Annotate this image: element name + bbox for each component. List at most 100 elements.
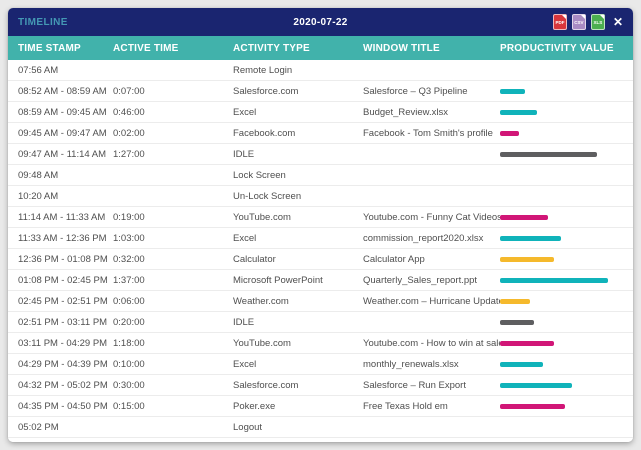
table-row: 04:29 PM - 04:39 PM 0:10:00 Excel monthl… <box>8 354 633 375</box>
window-title-cell: Facebook - Tom Smith's profile <box>363 127 493 139</box>
timestamp-cell: 08:52 AM - 08:59 AM <box>18 85 107 97</box>
timestamp-cell: 02:51 PM - 03:11 PM <box>18 316 108 328</box>
column-header-active-time: ACTIVE TIME <box>113 42 179 54</box>
productivity-cell <box>500 256 633 262</box>
active-time-cell: 0:07:00 <box>113 85 145 97</box>
productivity-cell <box>500 130 633 136</box>
titlebar-actions: PDF CSV XLS ✕ <box>552 14 623 30</box>
window-title-cell: Youtube.com - Funny Cat Videos <box>363 211 500 223</box>
table-row: 11:14 AM - 11:33 AM 0:19:00 YouTube.com … <box>8 207 633 228</box>
productivity-cell <box>500 403 633 409</box>
productivity-cell <box>500 151 633 157</box>
activity-type-cell: Remote Login <box>233 64 293 76</box>
active-time-cell: 0:32:00 <box>113 253 145 265</box>
timestamp-cell: 04:35 PM - 04:50 PM <box>18 400 108 412</box>
activity-type-cell: Excel <box>233 358 257 370</box>
productivity-bar <box>500 361 543 367</box>
activity-type-cell: Salesforce.com <box>233 379 299 391</box>
timestamp-cell: 01:08 PM - 02:45 PM <box>18 274 108 286</box>
table-row: 04:32 PM - 05:02 PM 0:30:00 Salesforce.c… <box>8 375 633 396</box>
activity-type-cell: Weather.com <box>233 295 289 307</box>
active-time-cell: 0:19:00 <box>113 211 145 223</box>
window-title-cell: commission_report2020.xlsx <box>363 232 484 244</box>
productivity-bar <box>500 298 530 304</box>
column-header-activity-type: ACTIVITY TYPE <box>233 42 310 54</box>
productivity-cell <box>500 298 633 304</box>
timestamp-cell: 11:33 AM - 12:36 PM <box>18 232 107 244</box>
activity-type-cell: YouTube.com <box>233 211 291 223</box>
table-row: 11:33 AM - 12:36 PM 1:03:00 Excel commis… <box>8 228 633 249</box>
activity-type-cell: YouTube.com <box>233 337 291 349</box>
productivity-bar <box>500 214 548 220</box>
table-row: 09:48 AM Lock Screen <box>8 165 633 186</box>
table-body: 07:56 AM Remote Login 08:52 AM - 08:59 A… <box>8 60 633 442</box>
export-xls-icon[interactable]: XLS <box>590 14 605 30</box>
productivity-cell <box>500 235 633 241</box>
active-time-cell: 0:46:00 <box>113 106 145 118</box>
window-title-cell: Salesforce – Q3 Pipeline <box>363 85 468 97</box>
timestamp-cell: 11:14 AM - 11:33 AM <box>18 211 106 223</box>
active-time-cell: 0:30:00 <box>113 379 145 391</box>
activity-type-cell: Lock Screen <box>233 169 286 181</box>
productivity-bar <box>500 130 519 136</box>
column-header-window-title: WINDOW TITLE <box>363 42 440 54</box>
productivity-cell <box>500 109 633 115</box>
active-time-cell: 1:18:00 <box>113 337 145 349</box>
timestamp-cell: 09:45 AM - 09:47 AM <box>18 127 107 139</box>
export-pdf-icon[interactable]: PDF <box>552 14 567 30</box>
timestamp-cell: 10:20 AM <box>18 190 59 202</box>
table-row: 12:36 PM - 01:08 PM 0:32:00 Calculator C… <box>8 249 633 270</box>
productivity-bar <box>500 88 525 94</box>
active-time-cell: 1:27:00 <box>113 148 145 160</box>
window-title-cell: Budget_Review.xlsx <box>363 106 449 118</box>
active-time-cell: 1:37:00 <box>113 274 145 286</box>
timestamp-cell: 09:47 AM - 11:14 AM <box>18 148 107 160</box>
activity-type-cell: Facebook.com <box>233 127 296 139</box>
table-row: 09:47 AM - 11:14 AM 1:27:00 IDLE <box>8 144 633 165</box>
column-header-productivity-value: PRODUCTIVITY VALUE <box>500 42 614 54</box>
productivity-bar <box>500 109 537 115</box>
window-title-cell: Salesforce – Run Export <box>363 379 466 391</box>
active-time-cell: 0:20:00 <box>113 316 145 328</box>
activity-type-cell: Excel <box>233 232 257 244</box>
table-header: TIME STAMP ACTIVE TIME ACTIVITY TYPE WIN… <box>8 36 633 60</box>
timestamp-cell: 08:59 AM - 09:45 AM <box>18 106 107 118</box>
table-row: 07:56 AM Remote Login <box>8 60 633 81</box>
window-title-cell: Youtube.com - How to win at sales <box>363 337 500 349</box>
active-time-cell: 1:03:00 <box>113 232 145 244</box>
productivity-cell <box>500 88 633 94</box>
export-csv-icon[interactable]: CSV <box>571 14 586 30</box>
table-row: 03:11 PM - 04:29 PM 1:18:00 YouTube.com … <box>8 333 633 354</box>
timestamp-cell: 02:45 PM - 02:51 PM <box>18 295 108 307</box>
activity-type-cell: IDLE <box>233 316 255 328</box>
table-row: 05:02 PM Logout <box>8 417 633 438</box>
close-icon[interactable]: ✕ <box>612 15 623 29</box>
window-title-cell: monthly_renewals.xlsx <box>363 358 459 370</box>
window-title-cell: Quarterly_Sales_report.ppt <box>363 274 478 286</box>
table-row: 09:45 AM - 09:47 AM 0:02:00 Facebook.com… <box>8 123 633 144</box>
productivity-cell <box>500 361 633 367</box>
timestamp-cell: 09:48 AM <box>18 169 59 181</box>
productivity-cell <box>500 319 633 325</box>
productivity-bar <box>500 256 554 262</box>
timeline-window: TIMELINE 2020-07-22 PDF CSV XLS ✕ TIME S… <box>8 8 633 442</box>
activity-type-cell: Poker.exe <box>233 400 276 412</box>
active-time-cell: 0:15:00 <box>113 400 145 412</box>
active-time-cell: 0:06:00 <box>113 295 145 307</box>
window-title-cell: Weather.com – Hurricane Update <box>363 295 500 307</box>
table-row: 04:35 PM - 04:50 PM 0:15:00 Poker.exe Fr… <box>8 396 633 417</box>
window-title-text: TIMELINE <box>18 16 68 28</box>
productivity-cell <box>500 277 633 283</box>
window-title-cell: Calculator App <box>363 253 425 265</box>
activity-type-cell: Logout <box>233 421 263 433</box>
productivity-cell <box>500 340 633 346</box>
table-row: 08:52 AM - 08:59 AM 0:07:00 Salesforce.c… <box>8 81 633 102</box>
timestamp-cell: 12:36 PM - 01:08 PM <box>18 253 108 265</box>
productivity-bar <box>500 151 597 157</box>
table-row: 08:59 AM - 09:45 AM 0:46:00 Excel Budget… <box>8 102 633 123</box>
productivity-bar <box>500 382 572 388</box>
timestamp-cell: 03:11 PM - 04:29 PM <box>18 337 108 349</box>
active-time-cell: 0:10:00 <box>113 358 145 370</box>
active-time-cell: 0:02:00 <box>113 127 145 139</box>
activity-type-cell: Un-Lock Screen <box>233 190 302 202</box>
